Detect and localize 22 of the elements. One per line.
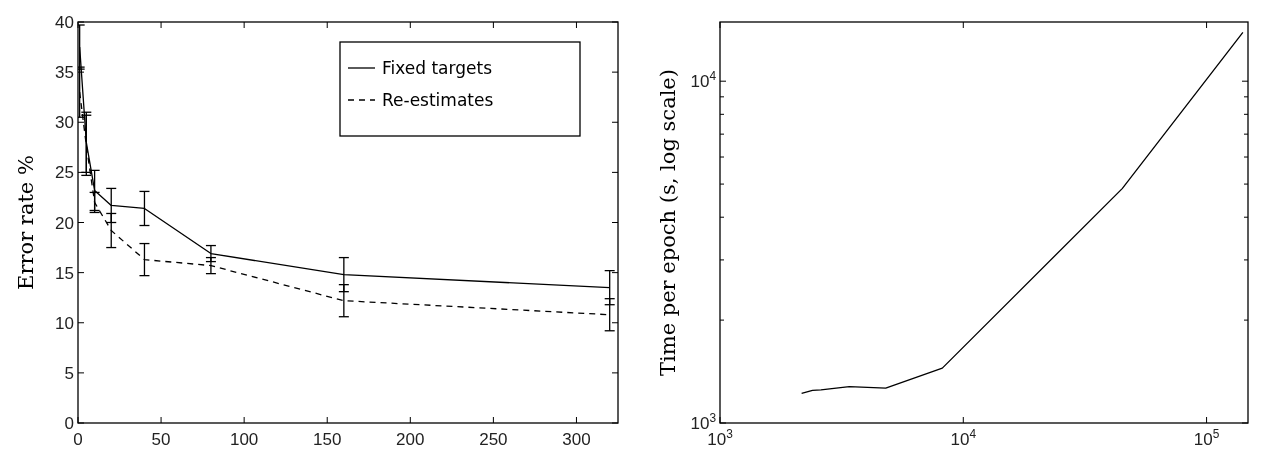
legend-label: Fixed targets xyxy=(382,58,493,78)
legend-label: Re-estimates xyxy=(382,90,494,110)
y-tick-label: 30 xyxy=(55,113,74,133)
x-tick-label: 10$^{5}$ xyxy=(1193,427,1220,449)
x-tick-label: 100 xyxy=(229,430,259,449)
x-tick-label: 150 xyxy=(313,430,342,449)
x-tick-label: 10$^{3}$ xyxy=(707,427,734,449)
y-tick-label: 15 xyxy=(55,263,74,283)
y-axis-title: Error rate % xyxy=(14,155,38,290)
y-tick-label: 5 xyxy=(64,363,74,383)
x-tick-label: 250 xyxy=(479,430,508,449)
y-tick-label: 25 xyxy=(55,163,74,183)
y-tick-label: 20 xyxy=(55,213,74,233)
y-tick-label: 40 xyxy=(55,13,74,32)
x-tick-label: 200 xyxy=(396,430,425,449)
y-tick-label: 35 xyxy=(55,63,74,83)
x-tick-label: 10$^{4}$ xyxy=(950,427,977,449)
y-tick-label: 10 xyxy=(55,313,74,333)
x-tick-label: 300 xyxy=(562,430,591,449)
x-tick-label: 50 xyxy=(151,430,171,449)
y-tick-label: 0 xyxy=(64,414,74,433)
y-axis-title: Time per epoch (s, log scale) xyxy=(656,69,680,376)
